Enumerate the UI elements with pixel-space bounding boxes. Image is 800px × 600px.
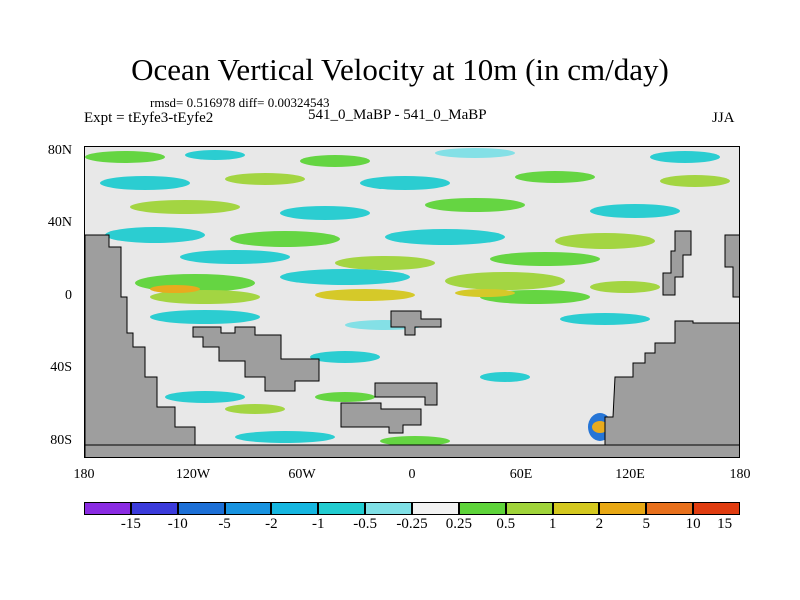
lat-label-80s: 80S <box>50 433 72 448</box>
lon-label-60w: 60W <box>288 467 316 482</box>
experiment-label: Expt = tEyfe3-tEyfe2 <box>84 110 214 126</box>
lon-label-120w: 120W <box>175 467 211 482</box>
colorbar-tick-label: -10 <box>167 516 188 532</box>
field-patches <box>85 148 730 446</box>
colorbar-tick-label: 10 <box>685 516 701 532</box>
colorbar-swatch <box>505 502 553 515</box>
colorbar-tick-label: 5 <box>642 516 651 532</box>
lat-label-40s: 40S <box>50 360 72 375</box>
stats-line: rmsd= 0.516978 diff= 0.00324543 <box>150 95 330 110</box>
colorbar-tick-label: 0.5 <box>496 516 516 532</box>
colorbar-swatch <box>412 502 459 515</box>
colorbar-tick-label: 2 <box>595 516 604 532</box>
colorbar-swatch <box>130 502 178 515</box>
colorbar-tick-label: -0.25 <box>396 516 428 532</box>
lon-label-180e: 180 <box>729 467 751 482</box>
colorbar-tick-label: -0.5 <box>353 516 378 532</box>
lat-label-40n: 40N <box>47 215 72 230</box>
map-panel <box>84 146 740 458</box>
lat-label-0: 0 <box>65 288 72 303</box>
lon-label-120e: 120E <box>615 467 645 482</box>
colorbar-swatch <box>552 502 600 515</box>
colorbar-tick-label: 1 <box>548 516 557 532</box>
land-mask <box>85 230 739 457</box>
colorbar-swatch <box>646 502 694 515</box>
colorbar-swatch <box>224 502 272 515</box>
colorbar-tick-label: -15 <box>120 516 141 532</box>
colorbar-swatch <box>84 502 131 515</box>
colorbar-tick-label: 0.25 <box>445 516 472 532</box>
colorbar-swatch <box>365 502 412 515</box>
colorbar <box>84 502 740 515</box>
colorbar-tick-label: -2 <box>265 516 278 532</box>
runs-label: 541_0_MaBP - 541_0_MaBP <box>308 107 487 123</box>
colorbar-tick-label: -1 <box>312 516 325 532</box>
colorbar-tick-label: -5 <box>218 516 231 532</box>
lon-label-60e: 60E <box>509 467 533 482</box>
colorbar-swatch <box>458 502 506 515</box>
colorbar-swatch <box>599 502 647 515</box>
colorbar-swatch <box>693 502 740 515</box>
colorbar-swatch <box>271 502 319 515</box>
chart-title: Ocean Vertical Velocity at 10m (in cm/da… <box>131 52 669 87</box>
colorbar-swatch <box>177 502 225 515</box>
season-label: JJA <box>712 110 735 126</box>
lon-label-0: 0 <box>408 467 416 482</box>
lat-label-80n: 80N <box>47 143 72 158</box>
map-svg <box>85 147 739 457</box>
colorbar-swatch <box>318 502 366 515</box>
colorbar-tick-label: 15 <box>717 516 733 532</box>
lon-label-180w: 180 <box>73 467 95 482</box>
